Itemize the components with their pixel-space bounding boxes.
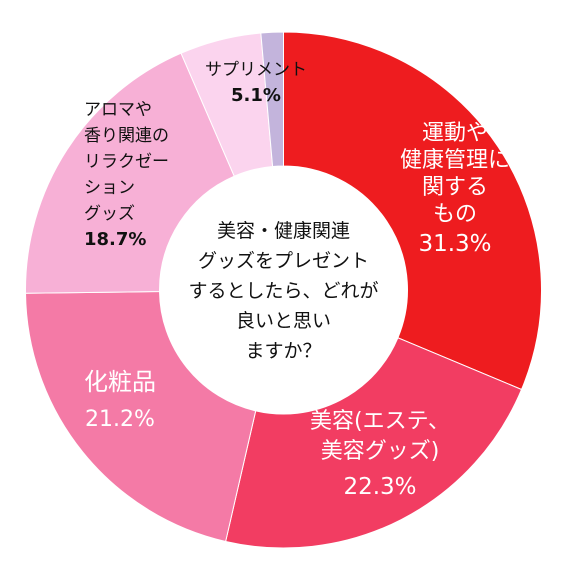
center-text-line: グッズをプレゼント [198, 250, 369, 272]
center-text-line: ますか？ [245, 340, 321, 362]
slice-value: 31.3% [418, 231, 491, 257]
slice-label-line: アロマや [84, 100, 152, 120]
slice-label-line: サプリメント [205, 60, 307, 80]
center-text-line: 良いと思い [236, 310, 331, 332]
center-text-line: するとしたら、どれが [188, 280, 378, 302]
slice-label-line: 美容グッズ) [321, 439, 440, 464]
slice-label-line: 美容(エステ、 [310, 409, 450, 434]
slice-label-line: グッズ [84, 204, 135, 224]
slice-label-line: リラクゼー [84, 152, 169, 172]
slice-value: 5.1% [231, 85, 281, 106]
slice-label-1: 美容(エステ、美容グッズ) 22.3% [310, 409, 450, 500]
slice-label-4: サプリメント 5.1% [205, 60, 307, 106]
pie-slice-2 [25, 291, 257, 543]
slice-value: 21.2% [85, 407, 155, 432]
slice-value: 18.7% [84, 229, 146, 250]
slice-value: 22.3% [343, 474, 416, 500]
slice-label-line: 化粧品 [84, 368, 156, 396]
pie-slice-5 [260, 31, 284, 168]
slice-label-line: 香り関連の [84, 126, 169, 146]
pie-slice-3 [25, 52, 235, 294]
center-text-line: 美容・健康関連 [217, 220, 350, 242]
slice-label-line: もの [433, 202, 477, 227]
slice-label-line: 関する [422, 175, 488, 200]
slice-label-line: 運動や [422, 121, 488, 146]
pie-slice-1 [225, 337, 523, 549]
slice-label-2: 化粧品 21.2% [84, 368, 156, 432]
pie-slice-0 [283, 31, 542, 391]
slice-label-line: ション [84, 178, 135, 198]
slice-label-line: 健康管理に [400, 148, 510, 173]
